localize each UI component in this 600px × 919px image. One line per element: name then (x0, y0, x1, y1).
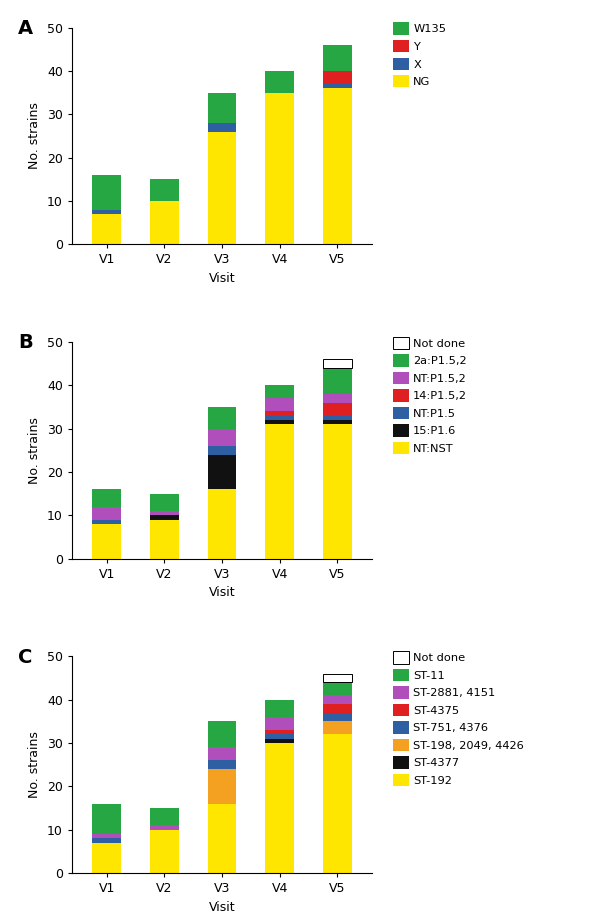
Bar (92, 506, 121, 519)
Bar (208, 428, 236, 446)
Bar (92, 519, 121, 524)
Bar (150, 511, 179, 516)
Bar (150, 494, 179, 511)
Bar (323, 88, 352, 244)
Bar (323, 45, 352, 71)
Bar (265, 730, 294, 734)
Bar (265, 71, 294, 93)
Bar (208, 131, 236, 244)
Bar (208, 804, 236, 873)
Bar (150, 808, 179, 825)
X-axis label: Visit: Visit (209, 901, 235, 913)
Bar (92, 804, 121, 834)
Bar (323, 425, 352, 559)
Bar (208, 455, 236, 489)
X-axis label: Visit: Visit (209, 272, 235, 285)
Bar (323, 415, 352, 420)
Bar (323, 394, 352, 403)
Bar (323, 734, 352, 873)
Bar (92, 524, 121, 559)
Bar (150, 179, 179, 201)
Legend: W135, Y, X, NG: W135, Y, X, NG (392, 22, 446, 87)
Bar (208, 446, 236, 455)
Bar (265, 699, 294, 717)
Bar (265, 717, 294, 730)
Bar (323, 721, 352, 734)
Bar (208, 489, 236, 559)
Bar (323, 84, 352, 88)
Bar (265, 425, 294, 559)
Bar (323, 674, 352, 682)
Bar (92, 214, 121, 244)
Bar (150, 516, 179, 519)
Bar (265, 385, 294, 398)
Bar (265, 415, 294, 420)
Bar (265, 93, 294, 244)
Bar (323, 674, 352, 682)
Bar (323, 420, 352, 425)
Bar (265, 743, 294, 873)
Bar (265, 412, 294, 415)
Bar (265, 420, 294, 425)
Bar (150, 825, 179, 830)
Bar (92, 489, 121, 506)
Bar (265, 739, 294, 743)
Legend: Not done, ST-11, ST-2881, 4151, ST-4375, ST-751, 4376, ST-198, 2049, 4426, ST-43: Not done, ST-11, ST-2881, 4151, ST-4375,… (392, 652, 524, 787)
Bar (150, 201, 179, 244)
Bar (92, 843, 121, 873)
Bar (92, 210, 121, 214)
Bar (208, 760, 236, 769)
Text: B: B (18, 334, 33, 352)
Bar (92, 834, 121, 838)
Bar (208, 93, 236, 123)
Bar (265, 734, 294, 739)
Bar (323, 712, 352, 721)
Bar (208, 123, 236, 131)
Bar (323, 403, 352, 415)
Bar (323, 359, 352, 368)
Bar (323, 368, 352, 394)
Y-axis label: No. strains: No. strains (28, 103, 41, 169)
Y-axis label: No. strains: No. strains (28, 732, 41, 798)
Bar (208, 721, 236, 747)
Legend: Not done, 2a:P1.5,2, NT:P1.5,2, 14:P1.5,2, NT:P1.5, 15:P1.6, NT:NST: Not done, 2a:P1.5,2, NT:P1.5,2, 14:P1.5,… (392, 336, 467, 454)
Bar (323, 359, 352, 368)
X-axis label: Visit: Visit (209, 586, 235, 599)
Bar (150, 830, 179, 873)
Bar (323, 704, 352, 712)
Bar (150, 519, 179, 559)
Bar (323, 71, 352, 84)
Bar (92, 838, 121, 843)
Y-axis label: No. strains: No. strains (28, 417, 41, 483)
Bar (208, 769, 236, 804)
Bar (208, 747, 236, 760)
Bar (92, 175, 121, 210)
Bar (208, 407, 236, 428)
Text: C: C (18, 648, 32, 666)
Bar (265, 398, 294, 412)
Text: A: A (18, 19, 33, 38)
Bar (323, 696, 352, 704)
Bar (323, 682, 352, 696)
